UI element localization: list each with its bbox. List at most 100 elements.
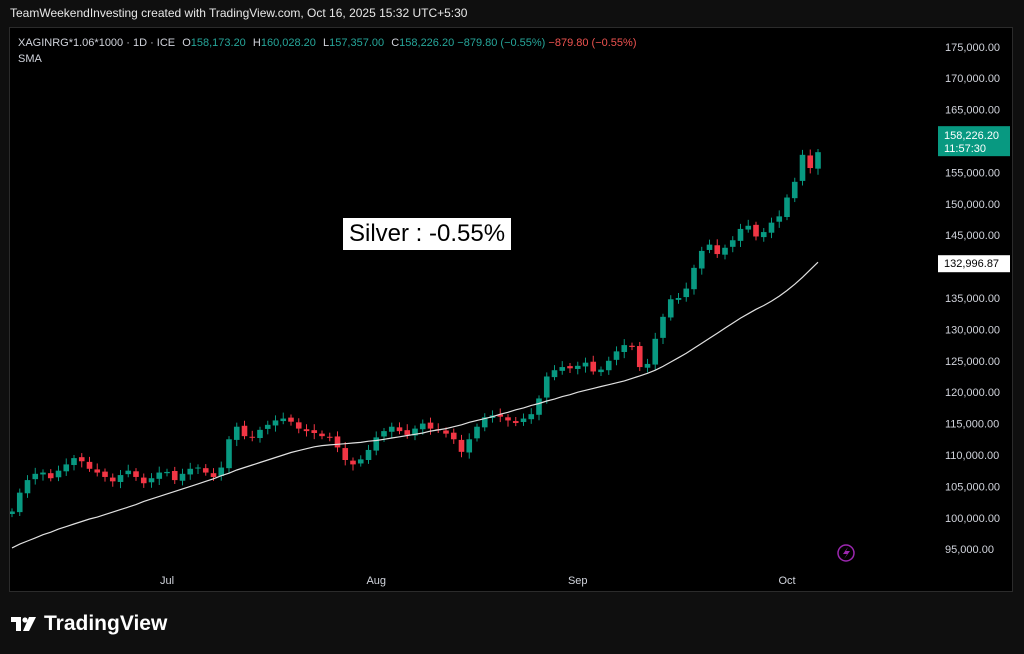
y-tick-label: 130,000.00 [945, 324, 1000, 336]
candle-body [474, 426, 480, 439]
candle-body [799, 154, 806, 181]
candle-body [10, 511, 15, 514]
price-axis: 175,000.00170,000.00165,000.00160,000.00… [945, 42, 1000, 556]
candle-body [443, 430, 449, 434]
candle-body [164, 471, 170, 474]
candle-body [319, 433, 325, 437]
candle-body [233, 426, 240, 440]
candle-body [365, 449, 372, 460]
y-tick-label: 125,000.00 [945, 356, 1000, 368]
candle-body [784, 197, 790, 217]
y-tick-label: 100,000.00 [945, 513, 1000, 525]
candle-body [528, 414, 535, 420]
y-tick-label: 110,000.00 [945, 450, 999, 462]
candle-body [78, 457, 85, 462]
chart-panel[interactable]: 175,000.00170,000.00165,000.00160,000.00… [9, 27, 1013, 592]
change-value-2: −879.80 (−0.55%) [548, 37, 637, 49]
ohlc-legend: XAGINRG*1.06*1000 · 1D · ICE O158,173.20… [18, 37, 637, 49]
candle-body [218, 467, 225, 477]
brand-label: TradingView [44, 612, 168, 635]
candle-body [257, 429, 263, 439]
candle-body [458, 439, 465, 452]
candle-body [776, 216, 783, 222]
candle-body [303, 429, 310, 432]
candle-body [520, 418, 527, 423]
candle-body [613, 351, 620, 360]
candle-body [590, 361, 597, 372]
candle-body [582, 362, 589, 367]
candle-body [675, 298, 682, 300]
candle-body [63, 464, 70, 472]
candle-body [388, 426, 395, 432]
y-tick-label: 135,000.00 [945, 293, 1000, 305]
chart-header: TeamWeekendInvesting created with Tradin… [10, 6, 468, 20]
candle-body [125, 470, 132, 475]
open-label: O [182, 37, 191, 49]
candle-body [621, 345, 628, 352]
low-value: 157,357.00 [329, 37, 385, 49]
candle-body [396, 427, 403, 432]
sma-legend[interactable]: SMA [18, 53, 42, 65]
x-tick-label: Sep [568, 575, 588, 587]
candle-body [412, 428, 418, 436]
candle-body [629, 345, 635, 347]
candles-layer [10, 149, 821, 518]
candle-body [551, 370, 558, 378]
y-tick-label: 155,000.00 [945, 167, 1000, 179]
candle-body [598, 369, 604, 373]
candle-body [249, 436, 256, 438]
candle-body [807, 155, 814, 169]
symbol-label[interactable]: XAGINRG*1.06*1000 · 1D · ICE [18, 37, 176, 49]
candle-body [241, 425, 248, 437]
y-tick-label: 175,000.00 [945, 42, 1000, 54]
open-value: 158,173.20 [190, 37, 246, 49]
candle-body [512, 421, 519, 423]
candle-body [86, 461, 93, 469]
candle-body [427, 422, 434, 429]
candle-body [117, 475, 124, 482]
price-chart[interactable]: 175,000.00170,000.00165,000.00160,000.00… [10, 28, 1012, 591]
candle-body [342, 448, 349, 460]
countdown-value: 11:57:30 [944, 143, 986, 155]
candle-body [706, 244, 713, 250]
candle-body [171, 470, 178, 481]
candle-body [815, 152, 821, 169]
last-price-tag [938, 126, 1010, 157]
change-value: −879.80 (−0.55%) [457, 37, 546, 49]
close-label: C [391, 37, 400, 49]
candle-body [288, 417, 294, 422]
candle-body [326, 436, 333, 438]
sma-layer [11, 261, 819, 549]
x-tick-label: Oct [778, 575, 795, 587]
candle-body [94, 469, 101, 473]
sma-value: 132,996.87 [944, 258, 999, 270]
y-tick-label: 145,000.00 [945, 230, 1000, 242]
y-tick-label: 165,000.00 [945, 105, 1000, 117]
candle-body [140, 477, 147, 484]
candle-body [722, 247, 728, 255]
annotation-label: Silver : -0.55% [343, 218, 512, 250]
candle-body [760, 232, 767, 238]
candle-body [373, 437, 380, 451]
candle-body [404, 430, 411, 435]
candle-body [226, 439, 232, 469]
candle-body [195, 467, 201, 469]
candle-body [102, 471, 108, 477]
candle-body [334, 436, 341, 448]
candle-body [24, 480, 31, 494]
high-label: H [252, 37, 261, 49]
time-axis: Jul Aug Sep Oct [160, 575, 796, 587]
candle-body [179, 473, 186, 481]
candle-body [567, 366, 573, 369]
candle-body [280, 418, 287, 422]
candle-body [753, 224, 759, 237]
candle-body [605, 360, 612, 371]
candle-body [466, 439, 473, 453]
y-tick-label: 150,000.00 [945, 199, 1000, 211]
candle-body [660, 316, 666, 338]
candle-body [543, 376, 550, 398]
candle-body [47, 473, 54, 479]
y-tick-label: 120,000.00 [945, 387, 1000, 399]
candle-body [644, 363, 651, 368]
lightning-icon[interactable] [837, 544, 855, 562]
